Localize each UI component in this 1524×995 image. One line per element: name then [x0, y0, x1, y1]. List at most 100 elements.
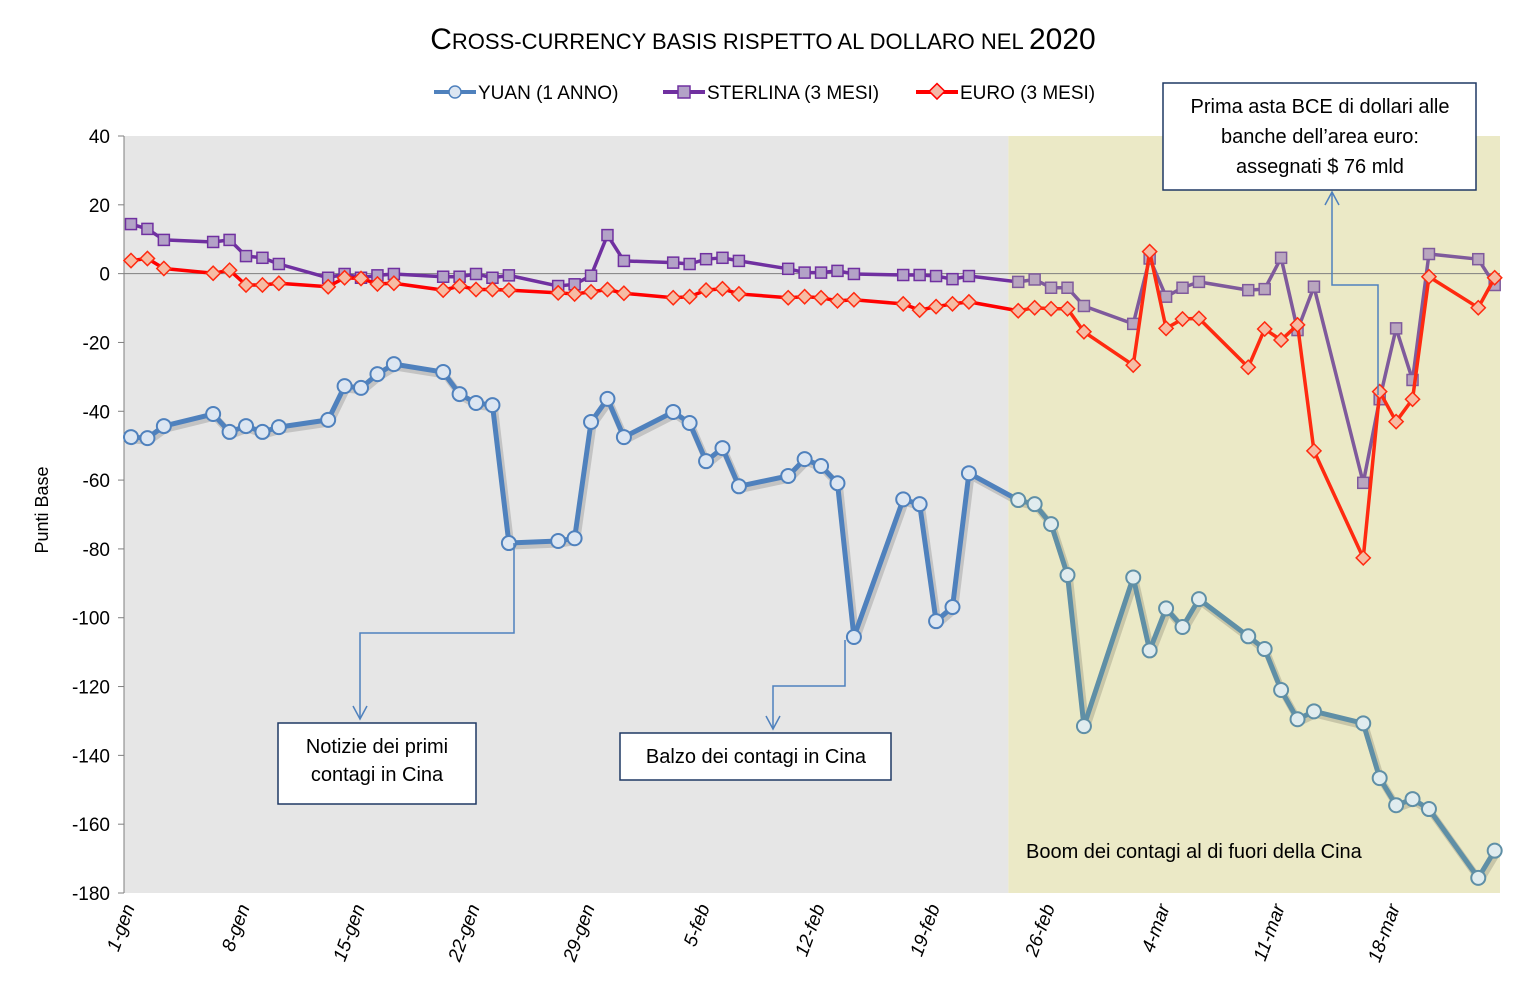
data-point — [369, 366, 386, 383]
data-point — [1159, 290, 1173, 303]
data-point — [1355, 715, 1372, 732]
data-point — [1289, 316, 1306, 334]
data-point — [1420, 268, 1438, 285]
annotation-text-line: Balzo dei contagi in Cina — [646, 746, 867, 768]
data-point — [272, 257, 286, 271]
data-point — [500, 535, 517, 552]
annotation-text-line: banche dell’area euro: — [1221, 126, 1419, 148]
data-point — [254, 276, 271, 294]
data-point — [1125, 569, 1142, 586]
annotation-box — [1162, 82, 1477, 191]
data-point — [698, 453, 715, 470]
series-segment — [1410, 274, 1431, 401]
data-point — [1486, 269, 1503, 286]
data-point — [1075, 718, 1092, 735]
data-point — [352, 270, 370, 287]
x-tick-label: 15-gen — [330, 902, 370, 965]
x-tick-label: 5-feb — [680, 902, 715, 950]
data-point — [601, 228, 614, 242]
data-point — [484, 281, 501, 298]
data-point — [1190, 591, 1207, 608]
series-segment — [967, 300, 1020, 313]
title-text: ROSS-CURRENCY BASIS RISPETTO AL DOLLARO … — [452, 29, 1029, 54]
series-segment — [1131, 249, 1152, 367]
data-point — [813, 457, 830, 474]
arrow-down-icon — [352, 705, 368, 721]
y-tick-label: 20 — [89, 196, 110, 217]
data-point — [336, 378, 353, 395]
data-point — [468, 395, 485, 412]
x-tick-label: 18-mar — [1364, 901, 1405, 965]
data-point — [829, 292, 846, 309]
data-point — [1289, 711, 1306, 728]
data-point — [1404, 791, 1421, 808]
x-tick-label: 29-gen — [559, 902, 599, 966]
data-point — [781, 262, 795, 276]
legend: YUAN (1 ANNO) STERLINA (3 MESI) EURO (3 … — [434, 82, 1095, 104]
data-point — [1043, 516, 1060, 533]
data-point — [256, 251, 269, 265]
y-tick-label: -80 — [83, 540, 110, 561]
data-point — [550, 532, 567, 549]
annotation-box — [277, 722, 477, 805]
y-tick-label: -180 — [72, 884, 110, 905]
series-segment — [1081, 574, 1136, 729]
data-point — [566, 530, 583, 547]
data-point — [845, 291, 863, 308]
data-point — [1305, 703, 1322, 720]
data-point — [1174, 619, 1191, 636]
data-point — [155, 418, 172, 435]
series-segment — [572, 419, 594, 541]
data-point — [320, 411, 337, 428]
data-point — [962, 269, 976, 283]
series-segment — [1048, 521, 1071, 578]
data-point — [615, 429, 632, 446]
data-point — [369, 275, 386, 293]
data-point — [780, 289, 797, 306]
data-point — [911, 301, 928, 319]
data-point — [484, 397, 501, 414]
data-point — [353, 379, 370, 396]
legend-label-sterlina: STERLINA (3 MESI) — [707, 83, 879, 104]
data-point — [435, 282, 452, 299]
data-point — [895, 295, 912, 313]
data-point — [254, 423, 271, 440]
x-tick-label: 26-feb — [1021, 902, 1060, 961]
series-segment — [1295, 323, 1316, 453]
data-point — [1470, 299, 1487, 316]
series-segment — [277, 281, 330, 289]
data-point — [1044, 281, 1058, 294]
data-point — [1240, 628, 1257, 645]
legend-marker-yuan — [448, 85, 462, 99]
data-point — [896, 268, 910, 282]
annotation-text-line: Notizie dei primi — [306, 736, 448, 758]
series-segment — [917, 501, 939, 624]
data-point — [681, 288, 698, 305]
data-point — [270, 419, 287, 436]
data-point — [1176, 281, 1189, 294]
data-point — [681, 414, 698, 431]
data-point — [566, 285, 583, 303]
data-point — [1406, 373, 1419, 387]
data-point — [1305, 442, 1323, 459]
data-point — [237, 276, 255, 294]
annotation-primi-contagi: Notizie dei primi contagi in Cina — [277, 543, 515, 805]
series-segment — [1065, 572, 1087, 729]
shaded-region — [1008, 136, 1500, 893]
region-label-boom: Boom dei contagi al di fuori della Cina — [1026, 841, 1363, 863]
data-point — [1371, 383, 1388, 400]
data-point — [599, 390, 616, 407]
series-segment — [162, 238, 215, 244]
data-point — [730, 478, 747, 495]
data-point — [845, 628, 862, 645]
data-point — [1240, 359, 1257, 376]
series-segment — [1197, 280, 1250, 292]
series-segment — [1279, 256, 1300, 332]
data-point — [1059, 567, 1076, 584]
title-initial: C — [430, 23, 452, 56]
series-segment — [1360, 720, 1383, 781]
annotation-text-line: assegnati $ 76 mld — [1236, 156, 1404, 178]
data-point — [1010, 302, 1027, 319]
y-tick-label: 0 — [99, 265, 110, 286]
series-yuan — [123, 356, 1503, 886]
